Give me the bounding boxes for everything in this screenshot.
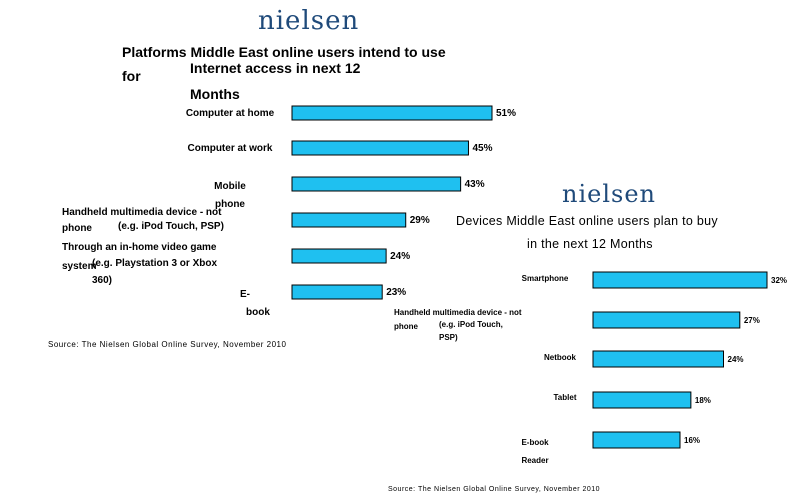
- chart2-value-label: 18%: [695, 396, 711, 405]
- chart2-category-label: Smartphone: [521, 274, 569, 283]
- chart1-category-label: E- book: [240, 289, 270, 318]
- chart1-bar: [291, 176, 462, 192]
- chart2-category-label: Tablet: [553, 393, 577, 402]
- chart1-title-line-2: for: [122, 68, 141, 84]
- chart1-bar: [291, 284, 383, 300]
- chart2-category-label: Netbook: [544, 353, 576, 362]
- chart2-value-label: 16%: [684, 436, 700, 445]
- chart1-bar: [291, 105, 493, 121]
- chart2-source: Source: The Nielsen Global Online Survey…: [388, 486, 601, 493]
- chart1-category-label: Mobile phone: [214, 181, 246, 210]
- nielsen-logo-2: nielsen: [562, 180, 656, 208]
- chart2-bar: [592, 391, 692, 409]
- chart2-bar: [592, 271, 768, 289]
- chart2-bar: [592, 431, 681, 449]
- chart2-category-label: E-book Reader: [521, 438, 549, 465]
- chart1-value-label: 29%: [410, 215, 430, 226]
- chart1-bar: [291, 140, 469, 156]
- chart2-title-line-1: Devices Middle East online users plan to…: [456, 214, 718, 228]
- chart2-bar: [592, 311, 741, 329]
- chart2-value-label: 24%: [728, 355, 744, 364]
- chart1-bar: [291, 248, 387, 264]
- chart2-value-label: 32%: [771, 276, 787, 285]
- chart2-bar: [592, 350, 724, 368]
- chart1-value-label: 24%: [390, 251, 410, 262]
- chart1-category-label: Computer at home: [185, 108, 275, 119]
- chart1-category-label: Computer at work: [187, 143, 273, 154]
- chart1-bar: [291, 212, 407, 228]
- chart1-title-line-1: Platforms Middle East online users inten…: [122, 44, 446, 60]
- chart2-title-line-2: in the next 12 Months: [527, 237, 653, 251]
- chart1-value-label: 23%: [386, 287, 406, 298]
- chart1-source: Source: The Nielsen Global Online Survey…: [48, 340, 287, 349]
- chart1-value-label: 51%: [496, 108, 516, 119]
- chart1-value-label: 43%: [465, 179, 485, 190]
- chart1-value-label: 45%: [472, 143, 492, 154]
- chart1-title-line-4: Months: [190, 86, 240, 102]
- nielsen-logo-1: nielsen: [258, 6, 360, 36]
- chart2-value-label: 27%: [744, 316, 760, 325]
- chart1-title-line-3: Internet access in next 12: [190, 60, 361, 76]
